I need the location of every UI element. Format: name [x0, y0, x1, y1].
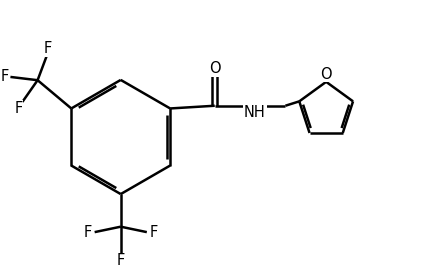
Text: F: F [43, 41, 51, 56]
Text: F: F [14, 101, 23, 116]
Text: F: F [1, 69, 9, 84]
Text: O: O [320, 67, 332, 82]
Text: NH: NH [244, 105, 266, 120]
Text: F: F [84, 225, 92, 240]
Text: O: O [209, 61, 221, 76]
Text: F: F [116, 253, 125, 269]
Text: F: F [149, 225, 157, 240]
